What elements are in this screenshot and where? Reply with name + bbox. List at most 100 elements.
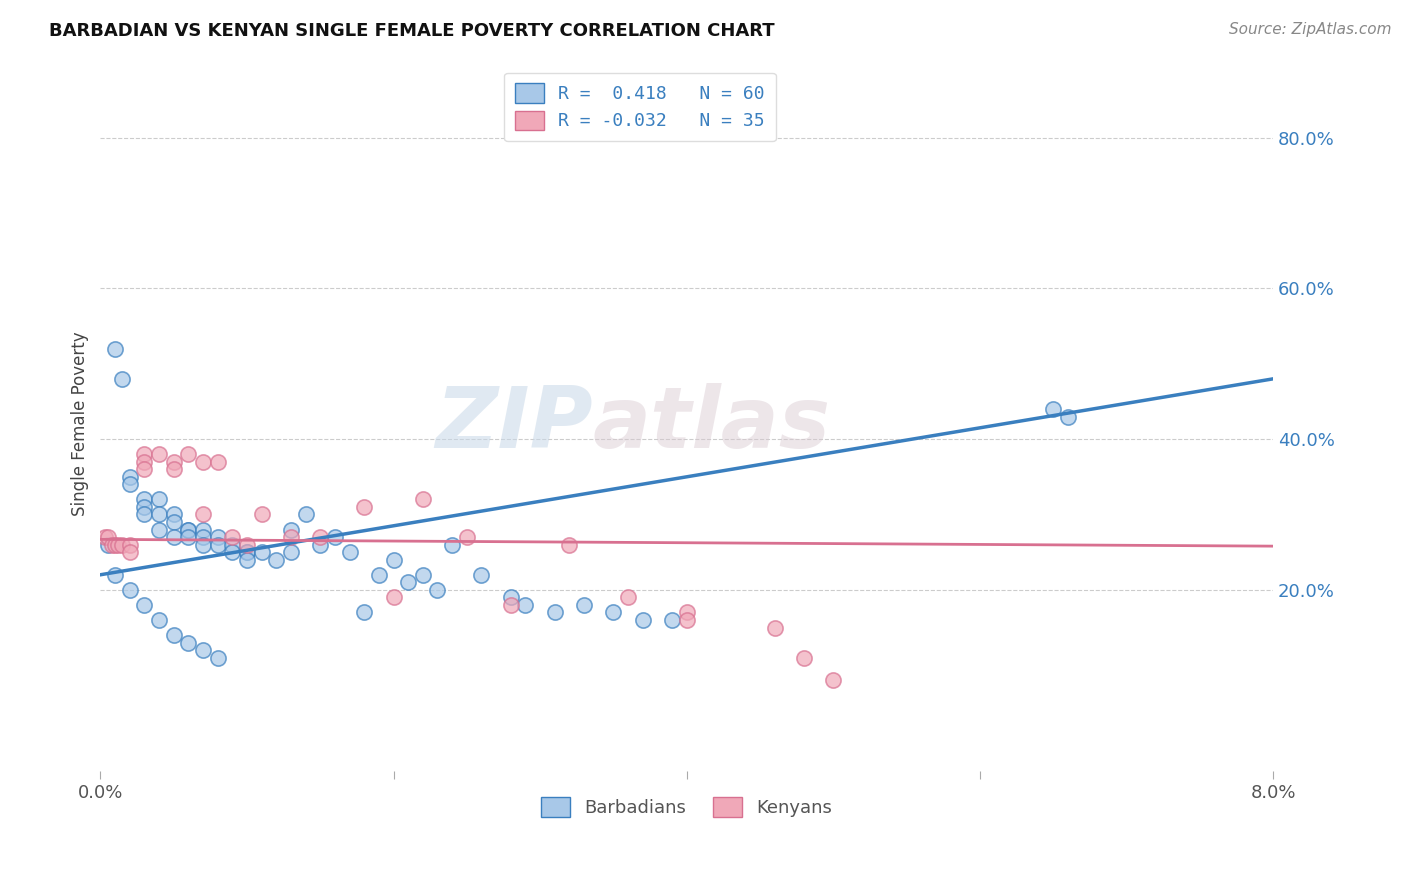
Point [339, 545, 361, 559]
Point [118, 470, 141, 484]
Point [763, 620, 786, 634]
Point [221, 538, 243, 552]
Point [191, 455, 214, 469]
Y-axis label: Single Female Poverty: Single Female Poverty [72, 332, 89, 516]
Point [191, 538, 214, 552]
Point [426, 582, 449, 597]
Point [118, 582, 141, 597]
Point [280, 523, 302, 537]
Text: BARBADIAN VS KENYAN SINGLE FEMALE POVERTY CORRELATION CHART: BARBADIAN VS KENYAN SINGLE FEMALE POVERT… [49, 22, 775, 40]
Point [97, 530, 120, 544]
Point [163, 515, 186, 529]
Point [207, 650, 229, 665]
Point [793, 650, 815, 665]
Legend: Barbadians, Kenyans: Barbadians, Kenyans [534, 789, 839, 824]
Text: Source: ZipAtlas.com: Source: ZipAtlas.com [1229, 22, 1392, 37]
Point [148, 492, 170, 507]
Point [177, 523, 200, 537]
Text: ZIP: ZIP [436, 383, 593, 466]
Point [191, 530, 214, 544]
Point [236, 552, 259, 566]
Point [111, 372, 134, 386]
Point [118, 545, 141, 559]
Point [207, 538, 229, 552]
Point [323, 530, 346, 544]
Point [177, 530, 200, 544]
Point [367, 567, 389, 582]
Point [675, 606, 697, 620]
Point [236, 545, 259, 559]
Point [207, 455, 229, 469]
Point [661, 613, 683, 627]
Point [558, 538, 581, 552]
Point [163, 530, 186, 544]
Point [280, 545, 302, 559]
Point [631, 613, 654, 627]
Point [134, 598, 156, 612]
Point [148, 523, 170, 537]
Point [294, 508, 316, 522]
Point [280, 530, 302, 544]
Point [163, 462, 186, 476]
Point [309, 538, 332, 552]
Point [163, 628, 186, 642]
Point [353, 500, 375, 514]
Point [382, 591, 405, 605]
Point [456, 530, 478, 544]
Point [207, 530, 229, 544]
Point [250, 508, 273, 522]
Point [1056, 409, 1078, 424]
Point [221, 530, 243, 544]
Point [134, 492, 156, 507]
Point [148, 508, 170, 522]
Point [441, 538, 464, 552]
Point [309, 530, 332, 544]
Point [191, 523, 214, 537]
Point [134, 455, 156, 469]
Point [134, 447, 156, 461]
Point [94, 530, 117, 544]
Point [544, 606, 567, 620]
Point [515, 598, 537, 612]
Point [111, 538, 134, 552]
Point [104, 342, 127, 356]
Point [134, 508, 156, 522]
Point [823, 673, 845, 688]
Point [118, 538, 141, 552]
Point [412, 567, 434, 582]
Point [499, 591, 522, 605]
Point [382, 552, 405, 566]
Point [107, 538, 129, 552]
Point [191, 643, 214, 657]
Point [617, 591, 640, 605]
Point [163, 455, 186, 469]
Point [221, 545, 243, 559]
Point [104, 567, 127, 582]
Point [191, 508, 214, 522]
Point [104, 538, 127, 552]
Point [675, 613, 697, 627]
Point [236, 545, 259, 559]
Point [101, 538, 124, 552]
Point [148, 613, 170, 627]
Point [163, 508, 186, 522]
Point [97, 538, 120, 552]
Point [177, 635, 200, 649]
Point [470, 567, 492, 582]
Point [118, 477, 141, 491]
Text: atlas: atlas [593, 383, 831, 466]
Point [236, 538, 259, 552]
Point [602, 606, 624, 620]
Point [177, 523, 200, 537]
Point [1042, 402, 1064, 417]
Point [412, 492, 434, 507]
Point [353, 606, 375, 620]
Point [134, 500, 156, 514]
Point [134, 462, 156, 476]
Point [264, 552, 287, 566]
Point [499, 598, 522, 612]
Point [572, 598, 595, 612]
Point [148, 447, 170, 461]
Point [396, 575, 419, 590]
Point [250, 545, 273, 559]
